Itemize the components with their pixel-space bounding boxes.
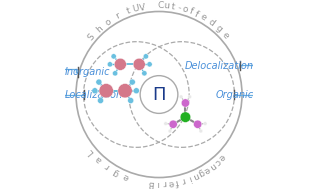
Circle shape xyxy=(168,129,172,133)
Circle shape xyxy=(180,112,191,122)
Circle shape xyxy=(96,79,102,85)
Text: C: C xyxy=(157,1,164,10)
Text: B: B xyxy=(148,178,155,188)
Text: u: u xyxy=(163,2,170,11)
Text: t: t xyxy=(125,6,132,16)
Circle shape xyxy=(107,62,113,67)
Text: d: d xyxy=(206,17,216,28)
Text: g: g xyxy=(111,167,121,177)
Text: e: e xyxy=(167,178,174,187)
Text: e: e xyxy=(220,30,230,40)
Circle shape xyxy=(199,129,203,133)
Text: n: n xyxy=(207,160,217,171)
Text: a: a xyxy=(93,154,104,165)
Text: r: r xyxy=(103,162,111,171)
Text: $\Pi$: $\Pi$ xyxy=(152,85,166,104)
Circle shape xyxy=(118,84,132,98)
Text: Organic: Organic xyxy=(215,90,253,100)
Text: c: c xyxy=(212,156,222,167)
Text: f: f xyxy=(188,7,194,16)
Circle shape xyxy=(188,95,192,99)
Circle shape xyxy=(114,58,126,70)
Circle shape xyxy=(194,120,202,128)
Circle shape xyxy=(113,71,118,76)
Text: i: i xyxy=(187,173,192,183)
Text: n: n xyxy=(191,170,200,181)
Circle shape xyxy=(169,120,177,128)
Text: S: S xyxy=(86,33,96,43)
Circle shape xyxy=(142,71,147,76)
Text: r: r xyxy=(114,11,122,21)
Text: i: i xyxy=(156,179,159,188)
Text: Delocalization: Delocalization xyxy=(184,61,253,71)
Circle shape xyxy=(99,84,113,98)
Text: g: g xyxy=(197,167,206,178)
Circle shape xyxy=(179,95,183,99)
Text: f: f xyxy=(193,9,200,19)
Circle shape xyxy=(111,54,116,59)
Circle shape xyxy=(98,98,104,104)
Text: o: o xyxy=(181,5,189,15)
Text: f: f xyxy=(175,177,179,186)
Text: r: r xyxy=(180,175,186,185)
Text: L: L xyxy=(86,147,96,156)
Text: r: r xyxy=(162,178,166,188)
Circle shape xyxy=(181,99,190,107)
Text: e: e xyxy=(199,12,208,23)
Text: g: g xyxy=(213,23,224,34)
Text: e: e xyxy=(121,171,130,182)
Text: Inorganic: Inorganic xyxy=(65,67,110,77)
Text: U: U xyxy=(132,4,140,14)
Text: -: - xyxy=(176,3,182,13)
Text: e: e xyxy=(217,152,227,162)
Circle shape xyxy=(143,54,149,59)
Text: e: e xyxy=(202,164,211,175)
Circle shape xyxy=(147,62,152,67)
Circle shape xyxy=(164,122,168,125)
Text: o: o xyxy=(103,17,113,27)
Text: t: t xyxy=(170,2,175,12)
Text: h: h xyxy=(94,24,104,34)
Circle shape xyxy=(133,88,139,94)
Circle shape xyxy=(203,122,207,125)
Text: V: V xyxy=(138,2,146,12)
Circle shape xyxy=(133,58,145,70)
Circle shape xyxy=(92,88,98,94)
Circle shape xyxy=(128,98,134,104)
Text: Localization: Localization xyxy=(65,90,123,100)
Circle shape xyxy=(129,79,135,85)
